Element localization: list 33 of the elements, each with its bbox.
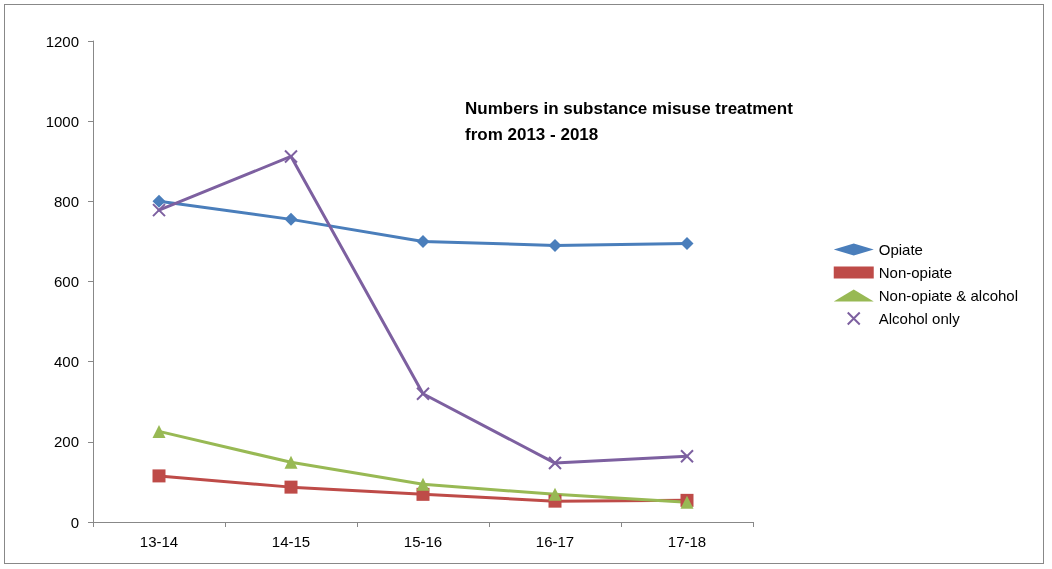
legend-label: Non-opiate & alcohol [878, 287, 1019, 304]
point [416, 386, 430, 401]
y-tick-label: 800 [53, 192, 79, 210]
y-tick-label: 0 [70, 513, 79, 531]
y-tick-label: 1000 [45, 112, 79, 130]
point [548, 238, 562, 252]
point [284, 480, 298, 494]
legend-label: Alcohol only [878, 310, 961, 327]
x-tick-label: 17-18 [667, 533, 707, 550]
x-tick-label: 13-14 [139, 533, 179, 550]
legend-label: Non-opiate [878, 264, 953, 281]
point [152, 424, 166, 438]
point [416, 477, 430, 491]
point [284, 212, 298, 226]
x-tick-label: 16-17 [535, 533, 575, 550]
point [152, 469, 166, 483]
point [152, 194, 166, 208]
point [416, 234, 430, 248]
point [680, 449, 694, 464]
x-tick-label: 15-16 [403, 533, 443, 550]
point [548, 487, 562, 501]
y-tick-label: 200 [53, 433, 79, 451]
point [548, 456, 562, 471]
y-tick-label: 400 [53, 353, 79, 371]
point [284, 149, 298, 164]
text: Numbers in substance misuse treatment from 2013 - 2018 [465, 98, 794, 144]
point [680, 236, 694, 250]
x-tick-label: 14-15 [271, 533, 311, 550]
point [284, 455, 298, 469]
point [152, 203, 166, 218]
y-tick-label: 600 [53, 273, 79, 290]
legend-label: Opiate [878, 241, 923, 258]
y-tick-label: 1200 [45, 32, 79, 50]
